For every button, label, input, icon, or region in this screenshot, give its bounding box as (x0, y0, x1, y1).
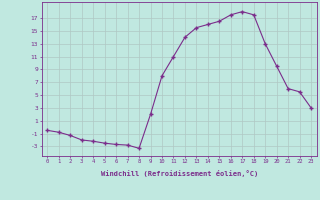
X-axis label: Windchill (Refroidissement éolien,°C): Windchill (Refroidissement éolien,°C) (100, 170, 258, 177)
